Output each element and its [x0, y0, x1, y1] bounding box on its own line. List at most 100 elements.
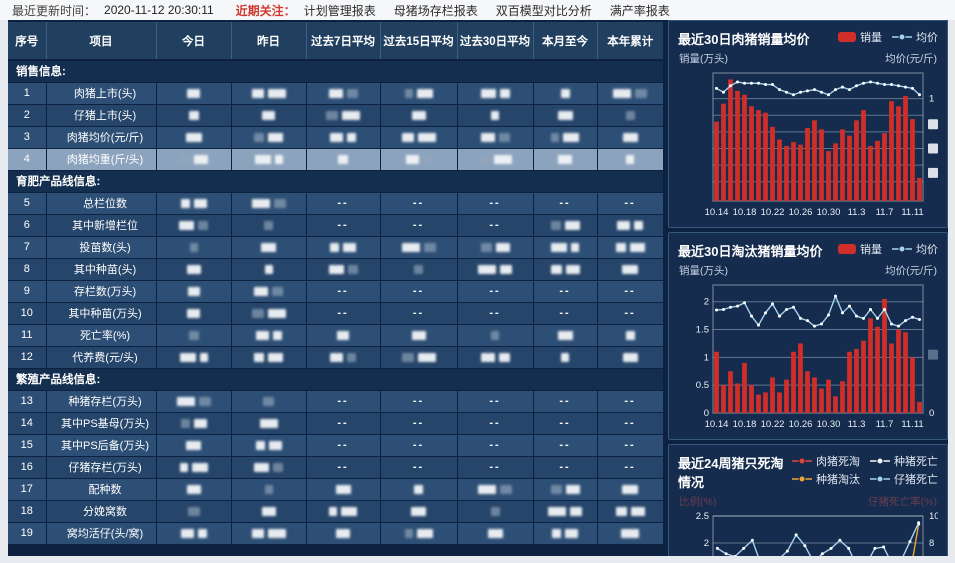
row-number: 15	[8, 434, 47, 457]
data-cell	[457, 522, 534, 545]
redacted-value	[347, 264, 358, 274]
data-cell	[156, 126, 232, 149]
data-cell: --	[306, 456, 381, 479]
redacted-value	[193, 418, 207, 428]
data-cell: --	[533, 192, 598, 215]
data-cell	[156, 302, 232, 325]
redacted-value	[622, 484, 638, 494]
charts-column: 最近30日肉猪销量均价 销量 均价 销量(万头) 均价(元/斤) 1 10.14 10.18 1…	[668, 20, 948, 556]
dashboard-main: 序号 项目 今日 昨日 过去7日平均 过去15日平均 过去30日平均 本月至今 本年累计 销售信息…	[8, 20, 948, 556]
table-row-8: 8 其中种苗(头)	[8, 258, 664, 281]
redacted-value	[491, 110, 499, 120]
redacted-value	[330, 242, 339, 252]
row-number: 8	[8, 258, 47, 281]
col-header-8: 本年累计	[597, 22, 663, 61]
data-cell	[380, 522, 458, 545]
redacted-value	[565, 484, 580, 494]
redacted-value	[495, 242, 510, 252]
data-cell: --	[533, 280, 598, 303]
redacted-value	[273, 462, 283, 472]
report-link-0[interactable]: 计划管理报表	[303, 3, 376, 18]
row-number: 18	[8, 500, 47, 523]
row-number: 11	[8, 324, 47, 347]
table-row-6: 6 其中新增栏位 -- -- --	[8, 214, 664, 237]
redacted-value	[491, 330, 499, 340]
svg-text:10.18: 10.18	[733, 419, 757, 430]
redacted-value	[411, 330, 426, 340]
data-cell	[156, 104, 232, 127]
recent-focus-label: 近期关注：	[235, 3, 296, 18]
row-item-label: 其中种苗(万头)	[46, 302, 157, 325]
data-cell	[533, 236, 598, 259]
redacted-value	[341, 506, 357, 516]
data-cell	[156, 478, 232, 501]
redacted-value	[180, 528, 194, 538]
legend-item[interactable]: 肉猪死淘	[792, 453, 860, 469]
redacted-value	[498, 352, 510, 362]
data-cell: --	[457, 390, 534, 413]
row-item-label: 其中种苗(头)	[46, 258, 157, 281]
data-cell	[231, 82, 307, 105]
legend-item[interactable]: 销量	[838, 241, 882, 257]
col-header-4: 过去7日平均	[306, 22, 381, 61]
redacted-value	[176, 396, 195, 406]
legend-label: 销量	[860, 244, 882, 256]
redacted-value	[330, 132, 343, 142]
report-link-1[interactable]: 母猪场存栏报表	[393, 3, 478, 18]
row-item-label: 分娩窝数	[46, 500, 157, 523]
redacted-value	[329, 506, 337, 516]
redacted-value	[422, 154, 432, 164]
row-number: 13	[8, 390, 47, 413]
legend-item[interactable]: 销量	[838, 29, 882, 45]
svg-text:10.18: 10.18	[733, 207, 757, 218]
redacted-value	[254, 286, 268, 296]
data-cell	[156, 214, 232, 237]
data-cell: --	[380, 456, 458, 479]
metrics-table: 序号 项目 今日 昨日 过去7日平均 过去15日平均 过去30日平均 本月至今 本年累计 销售信息…	[8, 22, 664, 545]
legend-item[interactable]: 均价	[892, 29, 938, 45]
redacted-value	[267, 88, 286, 98]
data-cell: --	[380, 390, 458, 413]
redacted-value	[328, 264, 344, 274]
legend-label: 均价	[916, 32, 938, 44]
data-cell	[156, 500, 232, 523]
report-link-3[interactable]: 满产率报表	[609, 3, 670, 18]
row-number: 2	[8, 104, 47, 127]
table-row-1: 1 肉猪上市(头)	[8, 82, 664, 105]
data-cell	[156, 148, 232, 171]
redacted-value	[268, 352, 283, 362]
svg-text:11.7: 11.7	[876, 419, 894, 430]
redacted-value	[273, 198, 286, 208]
data-cell	[231, 126, 307, 149]
redacted-value	[564, 220, 580, 230]
data-cell: --	[457, 214, 534, 237]
redacted-value	[498, 132, 510, 142]
legend-label: 肉猪死淘	[816, 456, 860, 468]
redacted-value	[255, 330, 269, 340]
svg-text:10.22: 10.22	[761, 207, 785, 218]
redacted-value	[550, 220, 561, 230]
redacted-value	[487, 528, 503, 538]
data-cell	[380, 148, 458, 171]
legend-item[interactable]: 种猪死亡	[870, 453, 938, 469]
data-cell: --	[457, 456, 534, 479]
redacted-value	[251, 88, 264, 98]
data-cell	[380, 104, 458, 127]
legend-item[interactable]: 均价	[892, 241, 938, 257]
data-cell: --	[380, 214, 458, 237]
report-link-2[interactable]: 双百模型对比分析	[495, 3, 592, 18]
data-cell: --	[533, 456, 598, 479]
data-cell	[380, 478, 458, 501]
table-row-18: 18 分娩窝数	[8, 500, 664, 523]
svg-text:1: 1	[929, 94, 934, 105]
legend-item[interactable]: 仔猪死亡	[870, 471, 938, 487]
data-cell	[231, 346, 307, 369]
row-number: 6	[8, 214, 47, 237]
row-item-label: 肉猪均价(元/斤)	[46, 126, 157, 149]
redacted-value	[199, 352, 208, 362]
chart-svg-0: 1 10.14 10.18 10.22 10.26 10.30 11.3 11.7 11.11	[705, 72, 938, 218]
legend-bar-swatch-icon	[838, 244, 856, 254]
redacted-value	[342, 110, 360, 120]
redacted-value	[401, 352, 414, 362]
legend-item[interactable]: 种猪淘汰	[792, 471, 860, 487]
